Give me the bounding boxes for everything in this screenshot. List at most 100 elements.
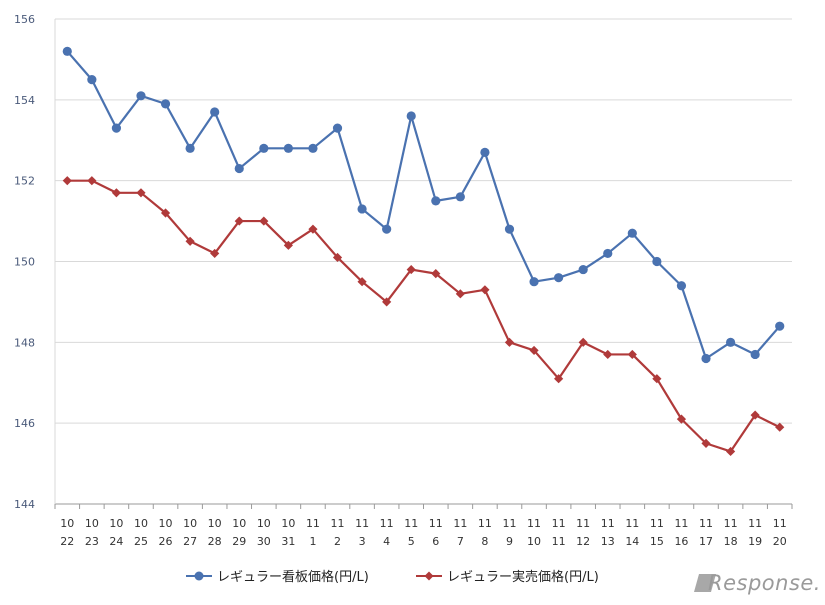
x-tick-day: 23 [85,535,99,548]
data-point-actual [627,349,637,360]
watermark: Response. [694,571,820,595]
data-point-actual [725,446,736,457]
data-point-signboard [210,107,220,117]
data-point-actual [308,224,318,234]
data-point-actual [111,188,122,198]
data-point-signboard [529,277,539,287]
x-tick-month: 11 [724,517,738,530]
watermark-logo-mark [694,574,716,592]
x-tick-day: 11 [552,535,566,548]
x-tick-month: 11 [576,517,590,530]
x-tick-day: 8 [481,535,488,548]
x-tick-day: 10 [527,535,541,548]
y-tick-label: 152 [14,175,35,188]
x-tick-day: 13 [601,535,615,548]
data-point-actual [529,345,539,356]
data-point-actual [382,297,392,307]
x-tick-day: 30 [257,535,271,548]
x-tick-day: 29 [232,535,246,548]
x-axis [54,19,793,509]
x-tick-month: 11 [552,517,566,530]
x-tick-day: 28 [208,535,222,548]
data-point-actual [455,289,465,299]
series-line-signboard [66,50,781,360]
x-tick-day: 20 [773,535,787,548]
x-tick-month: 10 [60,517,74,530]
x-tick-month: 11 [429,517,443,530]
legend-label-signboard: レギュラー看板価格(円/L) [217,569,369,585]
x-tick-month: 11 [404,517,418,530]
data-point-actual [62,176,72,186]
data-point-signboard [676,281,687,291]
x-tick-month: 10 [85,517,99,530]
data-point-actual [332,252,343,263]
grid-lines [55,18,792,424]
data-point-actual [603,349,613,360]
x-tick-month: 11 [380,517,394,530]
data-point-signboard [652,256,662,267]
data-point-signboard [725,337,736,347]
data-point-signboard [62,46,72,56]
x-tick-month: 11 [527,517,541,530]
series-line-actual [67,179,781,453]
data-point-actual [652,374,662,384]
data-point-actual [480,285,490,295]
x-tick-day: 4 [383,535,390,548]
legend: レギュラー看板価格(円/L) レギュラー実売価格(円/L) [186,569,599,585]
data-point-signboard [406,111,416,121]
data-point-signboard [603,248,613,259]
series-layer [62,46,785,457]
x-tick-day: 6 [432,535,439,548]
x-tick-day: 3 [359,535,366,548]
data-point-signboard [87,75,97,85]
data-point-signboard [480,147,490,157]
x-tick-day: 27 [183,535,197,548]
x-tick-month: 11 [773,517,787,530]
x-tick-month: 10 [281,517,295,530]
x-tick-month: 11 [699,517,713,530]
y-tick-label: 150 [14,256,35,269]
data-point-actual [357,277,367,287]
data-point-actual [283,240,293,250]
data-point-signboard [234,163,244,174]
x-tick-day: 24 [109,535,123,548]
data-point-actual [676,414,687,424]
data-point-signboard [578,264,588,275]
data-point-actual [406,264,416,275]
x-tick-day: 22 [60,535,74,548]
data-point-actual [578,337,588,347]
data-point-signboard [554,273,564,283]
data-point-signboard [431,196,441,206]
data-point-actual [431,269,441,279]
x-tick-day: 12 [576,535,590,548]
y-tick-label: 144 [14,498,35,511]
x-tick-month: 11 [748,517,762,530]
x-tick-month: 11 [650,517,664,530]
data-point-actual [554,374,564,384]
x-tick-day: 31 [281,535,295,548]
x-tick-day: 2 [334,535,341,548]
data-point-actual [259,216,269,226]
data-point-actual [750,410,760,420]
x-tick-month: 11 [502,517,516,530]
data-point-signboard [160,99,171,109]
x-tick-month: 10 [257,517,271,530]
x-tick-day: 19 [748,535,762,548]
data-point-signboard [308,143,318,153]
x-tick-day: 17 [699,535,713,548]
x-tick-month: 10 [109,517,123,530]
x-tick-month: 11 [306,517,320,530]
data-point-actual [210,248,220,259]
data-point-actual [701,438,711,448]
data-point-actual [775,422,785,432]
data-point-actual [234,216,244,226]
x-tick-day: 7 [457,535,464,548]
x-tick-month: 10 [134,517,148,530]
legend-marker-actual [424,571,434,581]
y-axis-ticks: 144 146 148 150 152 154 156 [14,13,35,511]
data-point-actual [87,176,97,186]
x-tick-day: 18 [724,535,738,548]
data-point-signboard [357,204,367,214]
data-point-signboard [627,228,637,238]
x-tick-month: 11 [355,517,369,530]
